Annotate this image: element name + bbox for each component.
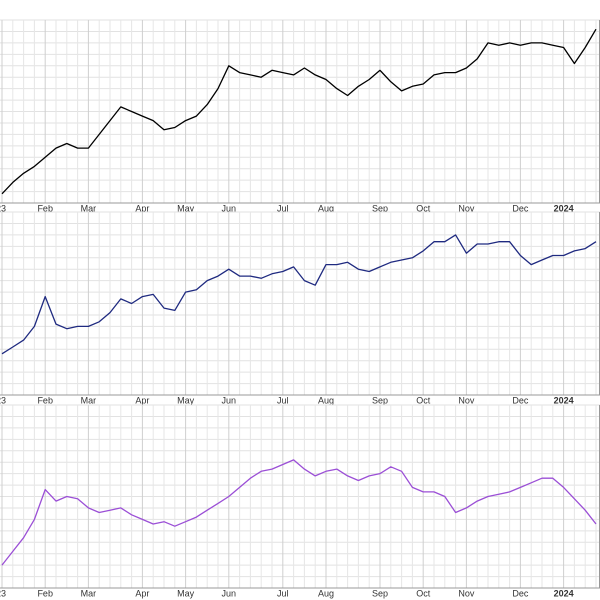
x-tick-label: Mar [81,203,97,213]
x-tick-label: Sep [372,588,388,598]
x-tick-label: Jun [222,203,237,213]
x-tick-label: Nov [458,395,475,405]
x-tick-label: May [177,395,195,405]
x-tick-label: May [177,588,195,598]
x-tick-label: Aug [318,395,334,405]
x-tick-label: Mar [81,395,97,405]
x-tick-label: 23 [0,588,6,598]
x-tick-label: 2024 [554,395,574,405]
x-tick-label: Sep [372,395,388,405]
data-line [1,234,597,355]
x-tick-label: Feb [37,203,53,213]
x-tick-label: 23 [0,203,6,213]
x-tick-label: Aug [318,588,334,598]
x-tick-label: Feb [37,395,53,405]
x-tick-label: Oct [416,588,431,598]
x-tick-label: Apr [135,588,149,598]
x-tick-label: Oct [416,203,431,213]
x-tick-label: Apr [135,203,149,213]
x-tick-label: Dec [512,588,529,598]
x-tick-label: 2024 [554,203,574,213]
x-tick-label: Dec [512,395,529,405]
x-tick-label: Apr [135,395,149,405]
x-tick-label: May [177,203,195,213]
data-line [1,459,597,566]
data-line [1,28,597,195]
x-tick-label: Dec [512,203,529,213]
x-tick-label: Nov [458,588,475,598]
x-tick-label: 2024 [554,588,574,598]
x-tick-label: Oct [416,395,431,405]
x-tick-label: Jul [277,395,289,405]
x-tick-label: Aug [318,203,334,213]
x-tick-label: Jul [277,203,289,213]
x-tick-label: Nov [458,203,475,213]
x-tick-label: Jun [222,588,237,598]
x-tick-label: Jun [222,395,237,405]
x-tick-label: Mar [81,588,97,598]
x-tick-label: Jul [277,588,289,598]
x-tick-label: Sep [372,203,388,213]
x-tick-label: 23 [0,395,6,405]
x-tick-label: Feb [37,588,53,598]
